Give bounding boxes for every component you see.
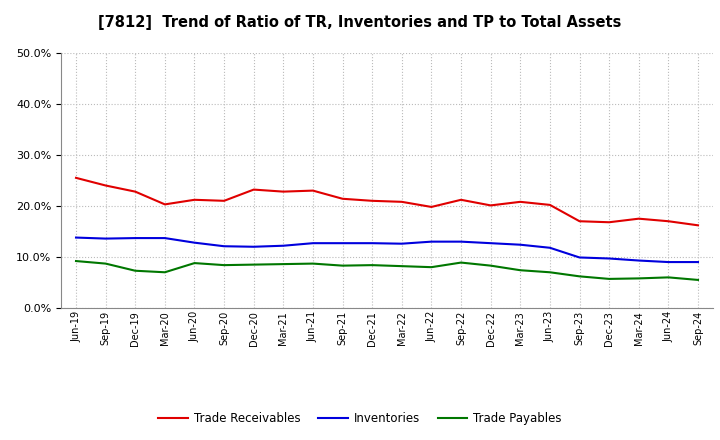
Trade Receivables (427, 204, 436, 209)
Trade Payables (72, 258, 81, 264)
Trade Receivables (190, 197, 199, 202)
Inventories (546, 245, 554, 250)
Trade Receivables (131, 189, 140, 194)
Inventories (279, 243, 288, 248)
Trade Payables (605, 276, 613, 282)
Line: Trade Payables: Trade Payables (76, 261, 698, 280)
Trade Receivables (486, 203, 495, 208)
Inventories (456, 239, 465, 244)
Trade Receivables (102, 183, 110, 188)
Inventories (693, 260, 702, 265)
Trade Payables (338, 263, 347, 268)
Trade Receivables (249, 187, 258, 192)
Trade Receivables (368, 198, 377, 203)
Trade Receivables (309, 188, 318, 193)
Trade Payables (486, 263, 495, 268)
Legend: Trade Receivables, Inventories, Trade Payables: Trade Receivables, Inventories, Trade Pa… (154, 407, 566, 430)
Trade Receivables (220, 198, 228, 203)
Trade Receivables (605, 220, 613, 225)
Inventories (220, 244, 228, 249)
Trade Receivables (338, 196, 347, 202)
Inventories (190, 240, 199, 246)
Inventories (634, 258, 643, 263)
Trade Receivables (546, 202, 554, 208)
Trade Payables (575, 274, 584, 279)
Inventories (338, 241, 347, 246)
Trade Receivables (72, 175, 81, 180)
Trade Receivables (634, 216, 643, 221)
Trade Receivables (397, 199, 406, 205)
Trade Receivables (161, 202, 169, 207)
Trade Payables (516, 268, 525, 273)
Inventories (516, 242, 525, 247)
Inventories (161, 235, 169, 241)
Trade Payables (279, 261, 288, 267)
Trade Payables (693, 277, 702, 282)
Inventories (368, 241, 377, 246)
Trade Payables (664, 275, 672, 280)
Inventories (249, 244, 258, 249)
Trade Payables (161, 270, 169, 275)
Trade Receivables (664, 219, 672, 224)
Trade Payables (220, 263, 228, 268)
Trade Payables (634, 276, 643, 281)
Trade Payables (102, 261, 110, 266)
Trade Payables (397, 264, 406, 269)
Trade Payables (427, 264, 436, 270)
Trade Payables (546, 270, 554, 275)
Inventories (427, 239, 436, 244)
Inventories (131, 235, 140, 241)
Trade Payables (190, 260, 199, 266)
Trade Receivables (456, 197, 465, 202)
Inventories (486, 241, 495, 246)
Inventories (72, 235, 81, 240)
Line: Inventories: Inventories (76, 238, 698, 262)
Trade Receivables (693, 223, 702, 228)
Line: Trade Receivables: Trade Receivables (76, 178, 698, 225)
Trade Payables (309, 261, 318, 266)
Inventories (605, 256, 613, 261)
Trade Receivables (516, 199, 525, 205)
Trade Payables (131, 268, 140, 273)
Inventories (102, 236, 110, 241)
Text: [7812]  Trend of Ratio of TR, Inventories and TP to Total Assets: [7812] Trend of Ratio of TR, Inventories… (99, 15, 621, 30)
Inventories (309, 241, 318, 246)
Trade Payables (456, 260, 465, 265)
Inventories (575, 255, 584, 260)
Trade Payables (249, 262, 258, 267)
Trade Receivables (575, 219, 584, 224)
Inventories (664, 260, 672, 265)
Trade Receivables (279, 189, 288, 194)
Trade Payables (368, 263, 377, 268)
Inventories (397, 241, 406, 246)
